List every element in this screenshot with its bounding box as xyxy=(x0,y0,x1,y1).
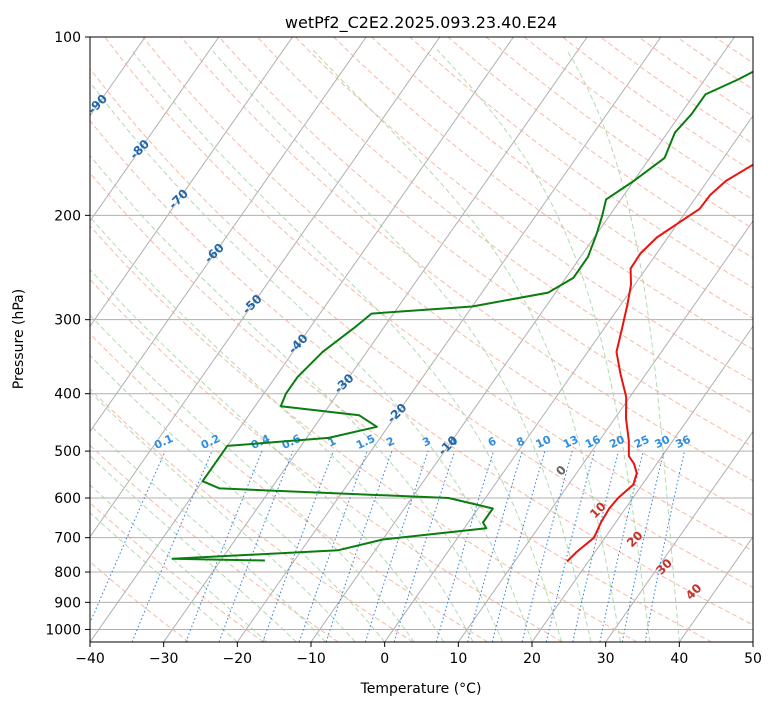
y-tick-label: 100 xyxy=(54,30,81,46)
x-tick-label: 40 xyxy=(670,651,688,667)
isotherm-line xyxy=(90,37,220,222)
y-tick-label: 200 xyxy=(54,208,81,224)
mixing-ratio-line xyxy=(572,450,620,642)
isotherm-line xyxy=(90,37,514,642)
mixing-ratio-line xyxy=(218,450,294,642)
plot-frame xyxy=(89,36,754,643)
mixing-ratio-label: 10 xyxy=(534,433,554,451)
mixing-ratio-line xyxy=(545,450,595,642)
x-tick-label: −10 xyxy=(296,651,326,667)
x-tick-label: 20 xyxy=(523,651,541,667)
mixing-ratio-label: 16 xyxy=(583,433,603,451)
mixing-ratio-label: 36 xyxy=(673,433,693,451)
chart-title: wetPf2_C2E2.2025.093.23.40.E24 xyxy=(285,13,557,33)
y-tick-label: 700 xyxy=(54,531,81,547)
dewpoint-profile xyxy=(171,70,753,562)
x-axis: −40 −30 −20 −10 0 10 20 30 40 50 xyxy=(75,642,762,667)
x-axis-label: Temperature (°C) xyxy=(360,681,482,697)
moist-adiabat-line xyxy=(90,424,327,642)
mixing-ratio-line xyxy=(325,450,393,642)
dry-adiabat-line xyxy=(371,37,753,319)
isotherm-line xyxy=(236,37,662,642)
isotherm-line xyxy=(90,37,441,538)
y-tick-label: 600 xyxy=(54,491,81,507)
mixing-ratio-label: 25 xyxy=(632,433,651,451)
mixing-ratio-line xyxy=(131,450,213,642)
x-tick-label: 50 xyxy=(744,651,762,667)
isotherm-line xyxy=(310,37,735,642)
dry-adiabat-line xyxy=(90,278,563,642)
mixing-ratio-line xyxy=(467,450,523,642)
isotherm-line xyxy=(163,37,588,642)
dry-adiabat-line xyxy=(295,37,753,382)
moist-adiabat-line xyxy=(90,154,503,642)
dry-adiabat-line xyxy=(142,37,753,516)
isotherm-line xyxy=(90,37,293,328)
mixing-ratio-label: 20 xyxy=(607,433,627,451)
y-tick-label: 500 xyxy=(54,444,81,460)
y-tick-label: 900 xyxy=(54,595,81,611)
isotherm-line xyxy=(457,220,753,642)
dry-adiabat-line xyxy=(180,37,753,482)
dry-adiabat-line xyxy=(333,37,753,351)
mixing-ratio-line xyxy=(521,450,573,642)
dry-adiabat-line xyxy=(90,333,488,642)
y-tick-label: 1000 xyxy=(45,622,81,638)
x-tick-label: 0 xyxy=(380,651,389,667)
dry-adiabat-line xyxy=(90,119,753,626)
isotherm-line xyxy=(384,114,753,642)
isotherm-line xyxy=(605,430,753,642)
moist-adiabat-line xyxy=(312,49,621,642)
mixing-ratio-line xyxy=(491,450,546,642)
dry-adiabat-line xyxy=(90,67,753,589)
mixing-ratio-label: 13 xyxy=(561,433,580,451)
dry-adiabat-line xyxy=(218,37,753,448)
background-reference-lines xyxy=(90,37,753,642)
moist-adiabat-line xyxy=(211,49,592,642)
moist-adiabat-line xyxy=(130,49,562,642)
mixing-ratio-line xyxy=(185,450,263,642)
moist-adiabat-line xyxy=(90,391,356,642)
temperature-profile xyxy=(566,163,753,563)
y-tick-label: 400 xyxy=(54,387,81,403)
moist-adiabat-line xyxy=(566,49,680,642)
mixing-ratio-line xyxy=(262,450,334,642)
y-tick-label: 800 xyxy=(54,565,81,581)
mixing-ratio-line xyxy=(364,450,429,642)
isotherm-line xyxy=(531,325,753,642)
y-axis: 100 200 300 400 500 600 700 800 900 1000 xyxy=(45,30,90,638)
isotherm-line xyxy=(678,535,753,642)
mixing-ratio-line xyxy=(393,450,456,642)
dry-adiabat-line xyxy=(104,37,753,552)
dry-adiabat-line xyxy=(90,388,414,642)
x-tick-label: −30 xyxy=(149,651,179,667)
sounding-profiles xyxy=(171,70,753,563)
mixing-ratio-line xyxy=(90,450,166,625)
y-axis-label: Pressure (hPa) xyxy=(11,289,27,389)
moist-adiabat-line xyxy=(90,81,533,642)
y-tick-label: 300 xyxy=(54,313,81,329)
x-tick-label: 30 xyxy=(597,651,615,667)
mixing-ratio-line xyxy=(599,450,644,642)
x-tick-label: −40 xyxy=(75,651,105,667)
mixing-ratio-line xyxy=(435,450,495,642)
moist-adiabat-line xyxy=(90,314,415,642)
moist-adiabat-line xyxy=(90,216,474,642)
dry-adiabat-line xyxy=(90,561,190,642)
dry-adiabat-line xyxy=(90,172,712,642)
moist-adiabat-line xyxy=(90,268,445,642)
mixing-ratio-label: 30 xyxy=(653,433,673,451)
isotherm-line xyxy=(90,37,367,433)
x-tick-label: −20 xyxy=(223,651,253,667)
x-tick-label: 10 xyxy=(449,651,467,667)
